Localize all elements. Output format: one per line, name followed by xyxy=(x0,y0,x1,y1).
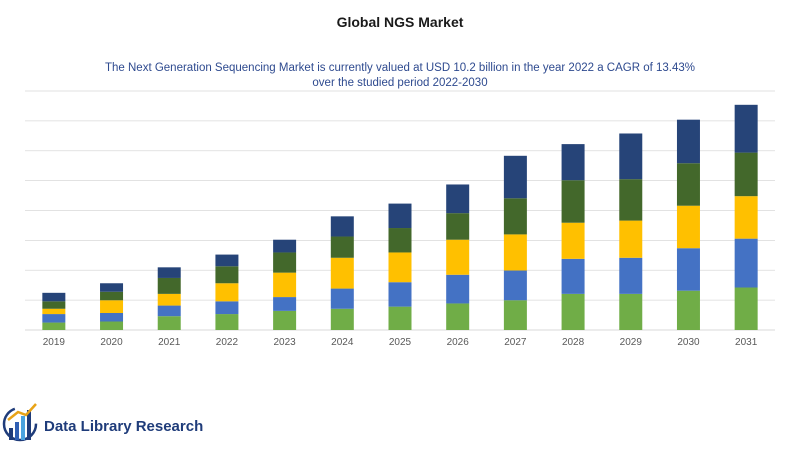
bar-segment xyxy=(330,288,354,309)
bar-segment xyxy=(561,222,585,259)
x-tick-label: 2022 xyxy=(216,337,239,348)
bar-segment xyxy=(215,254,239,267)
bar-segment xyxy=(619,257,643,294)
bar-segment xyxy=(446,213,470,240)
bar-segment xyxy=(676,119,700,164)
bar-segment xyxy=(446,184,470,214)
x-tick-label: 2029 xyxy=(620,337,643,348)
bar-segment xyxy=(157,293,181,306)
bar-segment xyxy=(676,248,700,291)
bar-segment xyxy=(42,301,66,309)
bar-segment xyxy=(330,216,354,237)
bar-segment xyxy=(503,198,527,235)
x-tick-labels: 2019 2020 2021 2022 2023 2024 2025 2026 2027 2028… xyxy=(43,337,758,348)
bar-segment xyxy=(388,252,412,283)
bar-segment xyxy=(619,133,643,180)
bar-segment xyxy=(676,290,700,330)
brand-name: Data Library Research xyxy=(44,418,204,435)
x-tick-label: 2021 xyxy=(158,337,181,348)
bar-segment xyxy=(676,163,700,206)
bar-segment xyxy=(446,274,470,304)
bar-segment xyxy=(42,322,66,330)
bar-segment xyxy=(42,314,66,323)
bar-segment xyxy=(503,234,527,271)
bar-segment xyxy=(619,179,643,221)
bar-segment xyxy=(157,267,181,278)
bar-segment xyxy=(157,316,181,330)
bar-segment xyxy=(330,236,354,258)
bar-segment xyxy=(503,155,527,199)
bar-segment xyxy=(561,180,585,223)
bar-segment xyxy=(42,292,66,302)
bar-segment xyxy=(100,321,124,330)
x-tick-label: 2028 xyxy=(562,337,585,348)
bar-segment xyxy=(734,238,758,288)
bar-segment xyxy=(215,266,239,284)
bar-segment xyxy=(446,239,470,275)
chart-title: Global NGS Market xyxy=(336,14,464,30)
bar-segment xyxy=(561,293,585,330)
bar-segment xyxy=(619,220,643,258)
x-tick-label: 2019 xyxy=(43,337,66,348)
bar-segment xyxy=(273,310,297,330)
bar-segment xyxy=(446,303,470,330)
bar-segment xyxy=(100,283,124,292)
bar-chart-logo-icon xyxy=(2,403,38,442)
bar-segment xyxy=(215,301,239,315)
x-tick-label: 2030 xyxy=(677,337,700,348)
x-tick-label: 2026 xyxy=(447,337,470,348)
bar-segment xyxy=(734,287,758,330)
bar-segment xyxy=(42,308,66,315)
bar-segment xyxy=(734,104,758,153)
bar-segment xyxy=(273,272,297,298)
bar-segment xyxy=(157,277,181,294)
x-tick-label: 2020 xyxy=(100,337,123,348)
bar-segment xyxy=(215,314,239,330)
bar-segment xyxy=(100,300,124,314)
bar-segment xyxy=(330,257,354,289)
bar-segment xyxy=(273,239,297,253)
bar-segment xyxy=(388,282,412,307)
bar-segment xyxy=(330,308,354,330)
x-tick-label: 2024 xyxy=(331,337,354,348)
bar-segment xyxy=(503,270,527,301)
bar-segment xyxy=(273,297,297,311)
bar-segment xyxy=(157,305,181,317)
bar-segment xyxy=(734,152,758,197)
bar-segment xyxy=(561,144,585,181)
bar-segment xyxy=(561,258,585,294)
bar-segment xyxy=(388,228,412,253)
chart-subtitle: The Next Generation Sequencing Market is… xyxy=(104,62,695,89)
bar-segment xyxy=(215,283,239,302)
bar-segment xyxy=(100,291,124,301)
bar-segment xyxy=(100,313,124,322)
x-tick-label: 2027 xyxy=(504,337,527,348)
bar-segment xyxy=(619,293,643,330)
x-tick-label: 2025 xyxy=(389,337,412,348)
x-tick-label: 2023 xyxy=(273,337,296,348)
bar-segment xyxy=(273,252,297,273)
bar-segment xyxy=(388,306,412,330)
x-tick-label: 2031 xyxy=(735,337,758,348)
bars xyxy=(42,104,758,330)
bar-segment xyxy=(676,205,700,249)
bar-segment xyxy=(388,203,412,229)
bar-segment xyxy=(734,196,758,239)
bar-segment xyxy=(503,300,527,330)
brand-logo: Data Library Research xyxy=(0,398,240,450)
